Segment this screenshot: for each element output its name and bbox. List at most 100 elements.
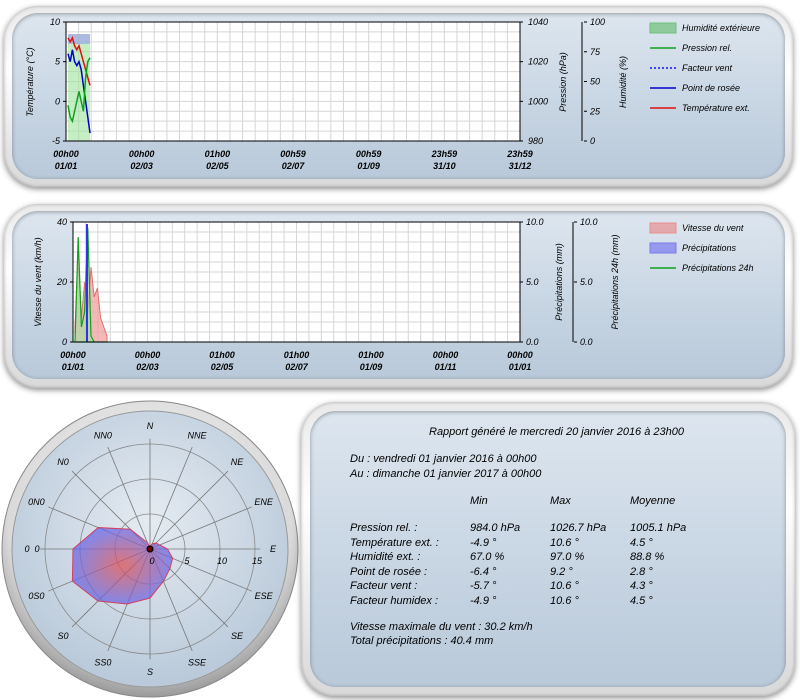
left-tick: 20 [56,277,67,287]
chart2-grid [73,222,520,342]
rose-dir-label: N0 [57,457,69,467]
right1-tick: 1040 [528,17,548,27]
rose-dir-label: NE [231,457,244,467]
x-tick-date: 02/05 [206,161,230,171]
chart2-data [74,224,108,343]
report-row-max: 1026.7 hPa [550,522,607,534]
report-from: Du : vendredi 01 janvier 2016 à 00h00 [350,453,537,465]
x-tick-date: 02/03 [130,161,153,171]
legend-label: Facteur vent [682,63,733,73]
legend-swatch [649,222,677,234]
x-tick-time: 00h00 [135,350,161,360]
right2-tick: 100 [590,17,605,27]
left-tick: 0 [62,337,67,347]
legend-swatch [649,242,677,254]
x-tick-date: 02/07 [282,161,306,171]
report-row-min: 67.0 % [470,551,505,563]
chart2-legend: Vitesse du vent Précipitations Précipitati… [649,222,754,273]
x-tick-date: 02/03 [136,362,159,372]
rose-labels: N NNE NE ENE E ESE SE SSE S SS0 S0 0S0 0 0N0 N0 NN0 0 5 10… [24,421,277,677]
x-tick-date: 01/01 [55,161,78,171]
x-tick-date: 01/11 [435,362,457,372]
report-row-avg: 4.3 ° [630,580,653,592]
temperature-chart: Température (°C) Pression (hPa) Humidité… [25,17,760,171]
rose-dir-label: S [147,667,153,677]
x-tick-time: 00h59 [280,149,306,159]
x-tick-date: 01/09 [360,362,383,372]
rose-dir-label: N [147,421,154,431]
right1-tick: 1000 [528,96,548,106]
rose-dir-label: E [270,544,277,554]
x-tick-time: 01h00 [205,149,231,159]
chart1-ticks: 1050-5104010201000980100755025000h0001/0… [50,17,605,171]
header-min: Min [470,495,488,507]
rose-center [146,545,154,553]
x-tick-time: 00h00 [60,350,86,360]
right2-tick: 25 [589,106,601,116]
left-tick: -5 [52,136,61,146]
report-row-min: -4.9 ° [470,536,497,549]
left-tick: 0 [55,96,60,106]
legend-item: Température ext. [650,103,750,113]
report-row-avg: 88.8 % [630,551,665,563]
rose-scale-label: 0 [149,556,154,566]
legend-item: Précipitations [649,242,737,254]
legend-item: Humidité extérieure [649,22,760,34]
chart2-left-axis-label: Vitesse du vent (km/h) [33,237,43,326]
x-tick-time: 00h59 [356,149,382,159]
legend-label: Vitesse du vent [682,223,744,233]
wind-rain-chart: Vitesse du vent (km/h) Précipitations (m… [33,217,754,372]
report-row-max: 97.0 % [550,551,585,563]
legend-item: Vitesse du vent [649,222,744,234]
rose-dir-label: 0N0 [28,497,45,507]
report-panel-inner [310,411,786,687]
right2-tick: 0 [590,136,595,146]
header-avg: Moyenne [630,495,676,507]
rose-scale-zero-west: 0 [34,544,39,554]
report-to: Au : dimanche 01 janvier 2017 à 00h00 [350,468,542,480]
report-row-max: 9.2 ° [550,565,573,578]
right2-tick: 0.0 [580,337,593,347]
left-tick: 5 [55,57,61,67]
x-tick-date: 01/01 [509,362,532,372]
x-tick-time: 01h00 [209,350,235,360]
rose-dir-label: 0 [24,544,29,554]
right1-tick: 0.0 [526,337,539,347]
rose-dir-label: ESE [255,591,274,601]
report: Rapport généré le mercredi 20 janvier 20… [305,405,793,693]
x-tick-date: 01/01 [62,362,85,372]
legend-label: Précipitations [682,243,737,253]
legend-swatch [649,22,677,34]
report-row-min: 984.0 hPa [470,522,521,534]
left-tick: 40 [57,217,67,227]
right1-tick: 980 [528,136,543,146]
x-tick-date: 31/12 [509,161,532,171]
report-row-min: -6.4 ° [470,565,497,578]
x-tick-time: 00h00 [129,149,155,159]
x-tick-time: 23h59 [431,149,458,159]
rose-dir-label: NNE [188,430,208,440]
rose-dir-label: SE [231,631,244,641]
rose-dir-label: NN0 [94,430,112,440]
rose-dir-label: 0S0 [28,591,44,601]
report-row-max: 10.6 ° [550,536,579,549]
rose-dir-label: SSE [188,658,207,668]
report-row-label: Pression rel. : [350,522,418,534]
chart2-right-axis2-label: Précipitations 24h (mm) [610,234,620,329]
rose-dir-label: ENE [254,497,274,507]
report-row-avg: 4.5 ° [630,536,653,549]
chart2-right-axis1-label: Précipitations (mm) [554,243,564,321]
x-tick-time: 23h59 [506,149,533,159]
legend-label: Point de rosée [682,83,740,93]
report-row-label: Température ext. : [350,536,439,549]
report-row-label: Facteur humidex : [350,594,439,607]
right2-tick: 5.0 [580,277,593,287]
right1-tick: 10.0 [526,217,544,227]
x-tick-date: 31/10 [433,161,456,171]
report-row-min: -5.7 ° [470,580,497,592]
report-row-label: Humidité ext. : [350,551,421,563]
x-tick-time: 00h00 [507,350,533,360]
chart1-left-axis-label: Température (°C) [25,47,35,116]
x-tick-time: 01h00 [284,350,310,360]
legend-label: Pression rel. [682,43,732,53]
